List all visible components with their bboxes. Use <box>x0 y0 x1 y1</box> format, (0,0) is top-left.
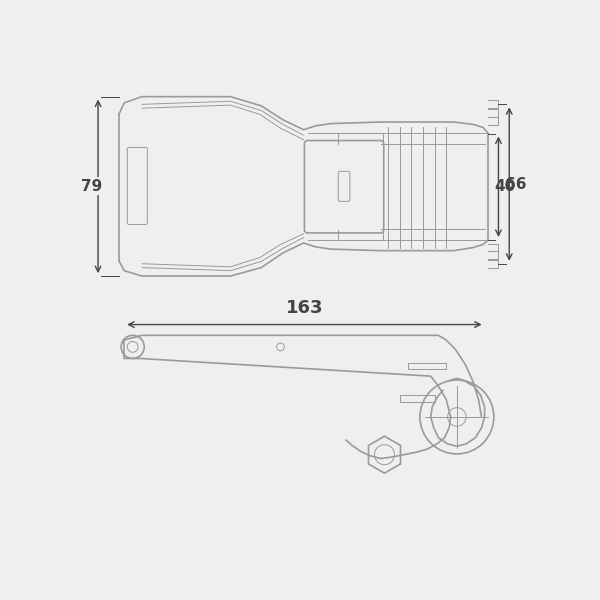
Text: 79: 79 <box>81 179 103 194</box>
Text: 163: 163 <box>286 299 323 317</box>
Text: 66: 66 <box>505 176 527 191</box>
Text: 40: 40 <box>495 179 516 194</box>
